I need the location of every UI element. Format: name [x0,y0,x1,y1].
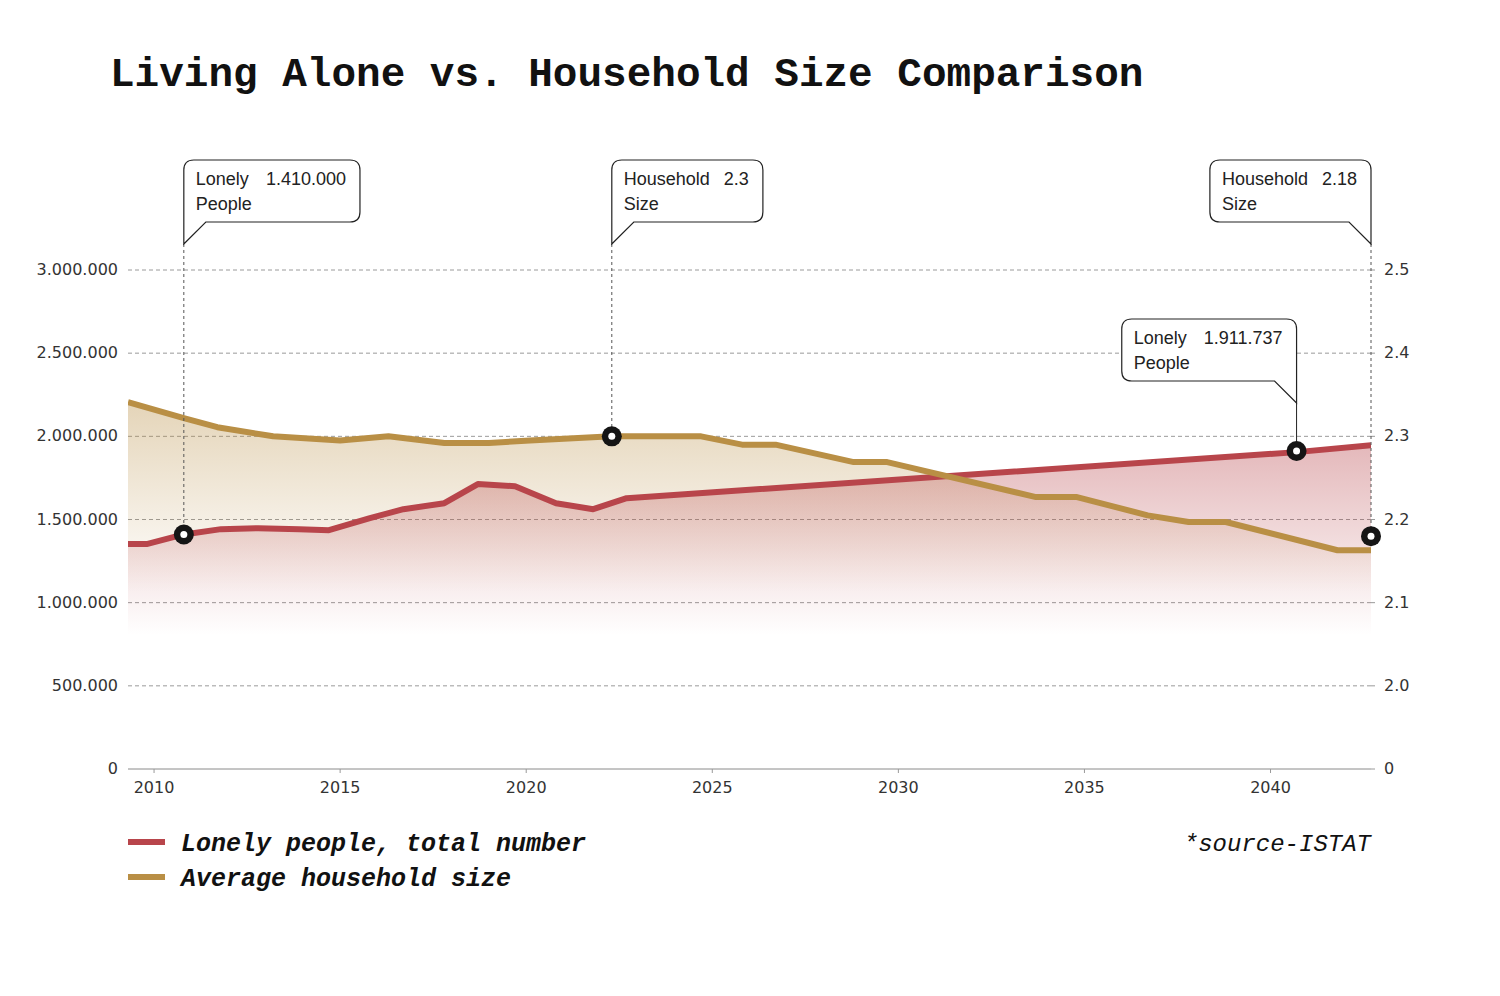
x-tick [1270,769,1271,773]
grid-line [128,270,1371,271]
legend-swatch [128,874,165,880]
x-tick-label: 2015 [320,778,361,797]
callout-label: Household [1222,169,1308,189]
annotation-marker [1287,441,1307,461]
x-tick-label: 2010 [134,778,175,797]
callout: Lonely People 1.410.000 [174,160,360,544]
x-tick [526,769,527,773]
legend-swatch [128,839,165,845]
y2-tick-label: 2.2 [1384,510,1409,529]
y2-tick-label: 0 [1384,759,1394,778]
x-tick [340,769,341,773]
y2-tick [1371,602,1375,603]
x-tick-label: 2025 [692,778,733,797]
annotation-marker [174,524,194,544]
y-tick-label: 500.000 [52,676,118,695]
grid [128,270,1375,773]
y2-tick [1371,685,1375,686]
callout-box [1210,160,1371,244]
x-tick-label: 2035 [1064,778,1105,797]
plot-data [128,402,1371,769]
annotation-marker-center [608,433,615,440]
y-tick-label: 0 [108,759,118,778]
x-tick [154,769,155,773]
legend: Lonely people, total number Average house… [128,830,586,894]
title: Living Alone vs. Household Size Comparis… [110,52,1143,98]
callout-value: 2.3 [724,169,749,189]
x-tick-label: 2030 [878,778,919,797]
callout-value: 1.911.737 [1204,328,1283,348]
x-tick [898,769,899,773]
y2-tick [1371,270,1375,271]
y-tick-label: 3.000.000 [37,260,118,279]
y2-tick [1371,353,1375,354]
callout-label: Size [624,194,659,214]
callout-connector [611,244,612,436]
annotation-marker-center [180,531,187,538]
y2-tick-label: 2.0 [1384,676,1409,695]
callout-label: Household [624,169,710,189]
callout-label: Lonely [196,169,249,189]
y-tick-label: 1.000.000 [37,593,118,612]
y2-tick [1371,519,1375,520]
y-tick-label: 1.500.000 [37,510,118,529]
series-line [128,402,1371,550]
callout-label: Lonely [1134,328,1187,348]
callout: Household Size 2.3 [602,160,763,446]
annotation-marker [1361,526,1381,546]
x-tick [712,769,713,773]
callout-connector [183,244,184,534]
callout-value: 1.410.000 [266,169,346,189]
annotation-marker-center [1293,448,1300,455]
series-area [128,445,1371,769]
annotation-marker [602,426,622,446]
x-tick-label: 2040 [1250,778,1291,797]
callout-value: 2.18 [1322,169,1357,189]
y2-tick-label: 2.5 [1384,260,1409,279]
x-tick-label: 2020 [506,778,547,797]
y2-tick [1371,436,1375,437]
annotations: LonelyPeople1.410.000HouseholdSize2.3Hou… [174,160,1381,546]
y2-tick [1371,769,1375,770]
chart: Living Alone vs. Household Size Comparis… [0,0,1500,996]
y-tick-label: 2.500.000 [37,343,118,362]
y2-tick-label: 2.4 [1384,343,1409,362]
y2-tick-label: 2.3 [1384,426,1409,445]
series-line [128,445,1371,544]
callout: Lonely People 1.911.737 [1122,319,1307,461]
x-tick [1084,769,1085,773]
callout-box [1122,319,1297,403]
source: *source-ISTAT [1184,831,1373,858]
callout-label: People [196,194,252,214]
callout-box [612,160,763,244]
legend-label: Lonely people, total number [181,830,586,859]
y-tick-label: 2.000.000 [37,426,118,445]
callout-connector [1371,244,1372,536]
legend-label: Average household size [179,865,511,894]
y2-tick-label: 2.1 [1384,593,1409,612]
series-area [128,402,1371,769]
callout-label: Size [1222,194,1257,214]
callout-box [184,160,360,244]
annotation-marker-center [1368,533,1375,540]
callout-label: People [1134,353,1190,373]
